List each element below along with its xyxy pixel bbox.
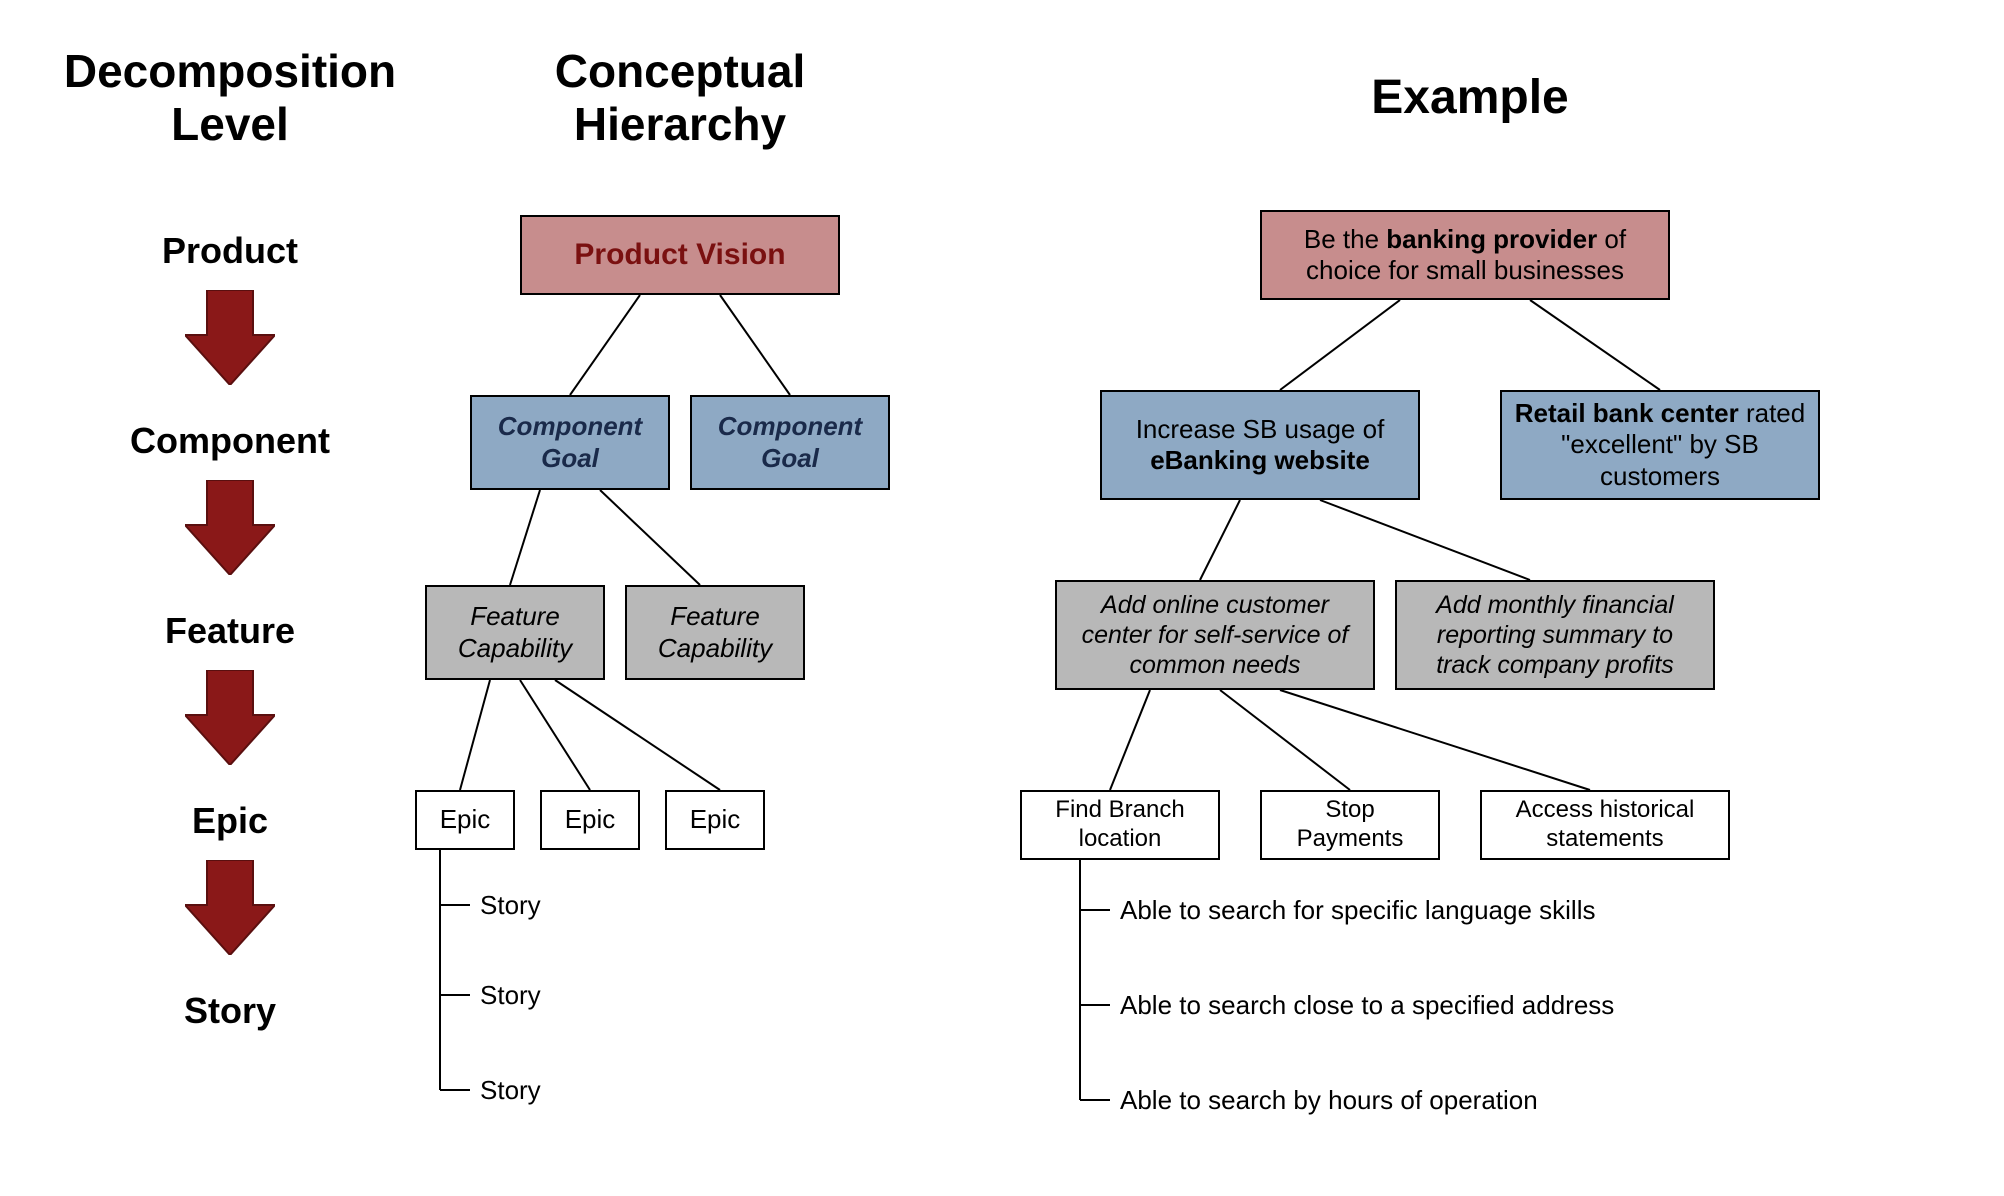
arrow-icon	[185, 290, 275, 385]
box-example-feature-2: Add monthly financial reporting summary …	[1395, 580, 1715, 690]
box-component-goal-1: Component Goal	[470, 395, 670, 490]
level-component: Component	[80, 420, 380, 462]
arrow-icon	[185, 670, 275, 765]
box-example-component-2: Retail bank center rated "excellent" by …	[1500, 390, 1820, 500]
header-conceptual: Conceptual Hierarchy	[500, 45, 860, 151]
story-label-3: Story	[480, 1075, 541, 1106]
arrow-icon	[185, 480, 275, 575]
box-feature-cap-1: Feature Capability	[425, 585, 605, 680]
level-epic: Epic	[80, 800, 380, 842]
box-feature-cap-2: Feature Capability	[625, 585, 805, 680]
box-product-vision: Product Vision	[520, 215, 840, 295]
header-example: Example	[1280, 70, 1660, 125]
box-epic-2: Epic	[540, 790, 640, 850]
arrow-icon	[185, 860, 275, 955]
header-decomposition: Decomposition Level	[60, 45, 400, 151]
level-feature: Feature	[80, 610, 380, 652]
box-component-goal-2: Component Goal	[690, 395, 890, 490]
example-story-1: Able to search for specific language ski…	[1120, 895, 1595, 926]
story-label-2: Story	[480, 980, 541, 1011]
level-story: Story	[80, 990, 380, 1032]
box-example-vision: Be the banking provider of choice for sm…	[1260, 210, 1670, 300]
box-example-epic-2: Stop Payments	[1260, 790, 1440, 860]
example-story-2: Able to search close to a specified addr…	[1120, 990, 1614, 1021]
box-epic-1: Epic	[415, 790, 515, 850]
box-example-epic-1: Find Branch location	[1020, 790, 1220, 860]
box-epic-3: Epic	[665, 790, 765, 850]
example-story-3: Able to search by hours of operation	[1120, 1085, 1538, 1116]
box-example-epic-3: Access historical statements	[1480, 790, 1730, 860]
level-product: Product	[80, 230, 380, 272]
box-example-component-1: Increase SB usage of eBanking website	[1100, 390, 1420, 500]
box-example-feature-1: Add online customer center for self-serv…	[1055, 580, 1375, 690]
story-label-1: Story	[480, 890, 541, 921]
